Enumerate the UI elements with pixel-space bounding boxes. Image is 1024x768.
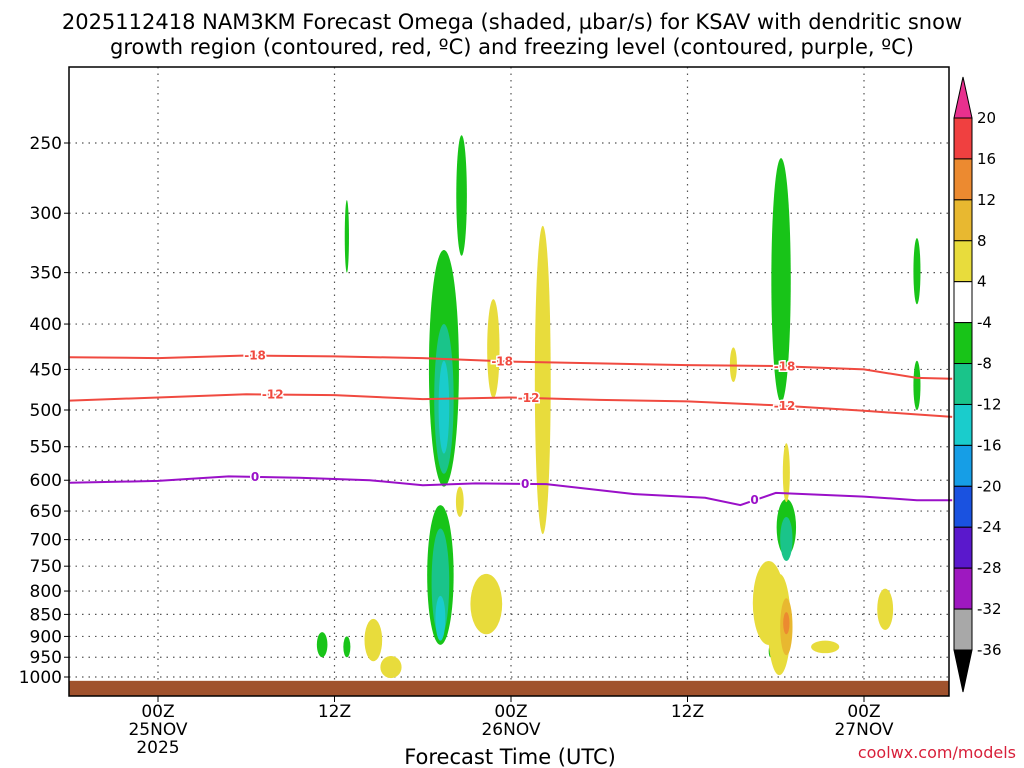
plot-grid: [69, 67, 949, 696]
y-tick-label: 650: [30, 502, 62, 522]
omega-blob: [811, 640, 840, 654]
contour-label--18: -18: [244, 349, 266, 363]
colorbar-label: -20: [977, 477, 1002, 495]
omega-blob: [783, 612, 790, 635]
x-tick-label: 00Z: [141, 702, 174, 722]
colorbar-label: -36: [977, 641, 1002, 659]
omega-blob: [913, 360, 921, 411]
omega-shading: [316, 135, 921, 679]
omega-blob: [455, 486, 464, 517]
colorbar-label: -28: [977, 559, 1002, 577]
contour-label--18: -18: [491, 354, 513, 368]
y-tick-label: 500: [30, 401, 62, 421]
colorbar-segment: [953, 526, 973, 569]
colorbar-segment: [953, 281, 973, 324]
y-tick-label: 450: [30, 360, 62, 380]
y-tick-label: 750: [30, 557, 62, 577]
contour-label-0: 0: [251, 470, 259, 484]
colorbar-label: -8: [977, 355, 992, 373]
plot-frame: [68, 66, 950, 697]
omega-blob: [364, 618, 383, 662]
y-tick-label: 900: [30, 627, 62, 647]
y-tick-label: 950: [30, 648, 62, 668]
colorbar-segment: [953, 158, 973, 201]
omega-blob: [877, 588, 894, 630]
omega-blob: [470, 573, 503, 635]
y-tick-label: 250: [30, 134, 62, 154]
omega-blob: [487, 299, 500, 399]
contour-label--12: -12: [262, 388, 284, 402]
colorbar-label: -24: [977, 518, 1002, 536]
x-tick-label: 00Z: [494, 702, 527, 722]
x-tick-label: 2025: [136, 738, 179, 758]
x-axis-label: Forecast Time (UTC): [404, 745, 616, 768]
contour-label--12: -12: [518, 391, 540, 405]
y-axis-ticks: 2503003504004505005506006507007508008509…: [19, 134, 69, 688]
colorbar-label: -32: [977, 600, 1002, 618]
y-tick-label: 300: [30, 204, 62, 224]
omega-blob: [380, 656, 402, 679]
contour-label-0: 0: [521, 477, 529, 491]
colorbar-segment: [953, 403, 973, 446]
colorbar-label: -16: [977, 436, 1002, 454]
omega-blob: [435, 595, 446, 641]
colorbar-label: -12: [977, 395, 1002, 413]
colorbar-label: 12: [977, 191, 996, 209]
contour-lines: -18 -18 -18 -12 -12 -12 0 0 0: [69, 347, 953, 509]
contour-line-0: [69, 475, 953, 507]
contour-line--12: [69, 393, 953, 418]
credit-text: coolwx.com/models: [858, 743, 1016, 762]
omega-blob: [782, 443, 790, 503]
colorbar-label: 4: [977, 273, 987, 291]
colorbar-segment: [953, 567, 973, 610]
omega-blob: [534, 225, 551, 535]
colorbar-label: -4: [977, 314, 992, 332]
y-tick-label: 850: [30, 605, 62, 625]
y-tick-label: 350: [30, 264, 62, 284]
y-tick-label: 550: [30, 438, 62, 458]
colorbar-segment: [953, 363, 973, 405]
colorbar-bottom-triangle: [953, 649, 973, 693]
y-tick-label: 800: [30, 582, 62, 602]
y-tick-label: 1000: [19, 668, 62, 688]
colorbar-segment: [953, 322, 973, 365]
contour-label--18: -18: [774, 359, 796, 373]
contour-line--18: [69, 354, 953, 380]
omega-blob: [344, 200, 349, 273]
omega-blob: [438, 360, 450, 454]
y-tick-label: 400: [30, 315, 62, 335]
colorbar: 20 16 12 8 4 -4 -8 -12 -16 -20 -24 -28 -32 -36: [953, 76, 1002, 693]
omega-blob: [771, 158, 791, 403]
colorbar-label: 8: [977, 232, 987, 250]
omega-blob: [913, 238, 921, 305]
colorbar-top-triangle: [953, 76, 973, 119]
x-tick-label: 26NOV: [481, 720, 540, 740]
x-tick-label: 12Z: [318, 702, 351, 722]
contour-label--12: -12: [774, 399, 796, 413]
colorbar-segment: [953, 485, 973, 528]
colorbar-segment: [953, 444, 973, 487]
chart-title-line1: 2025112418 NAM3KM Forecast Omega (shaded…: [62, 10, 962, 34]
x-tick-label: 27NOV: [834, 720, 893, 740]
colorbar-label: 20: [977, 109, 996, 127]
omega-blob: [456, 135, 467, 256]
y-tick-label: 700: [30, 531, 62, 551]
ground-band: [69, 680, 949, 696]
y-tick-label: 600: [30, 471, 62, 491]
omega-blob: [316, 632, 328, 658]
colorbar-segment: [953, 240, 973, 283]
chart-title-line2: growth region (contoured, red, ºC) and f…: [110, 35, 914, 59]
x-tick-label: 12Z: [671, 702, 704, 722]
colorbar-segment: [953, 117, 973, 160]
omega-blob: [780, 516, 793, 562]
contour-label-0: 0: [750, 493, 758, 507]
colorbar-label: 16: [977, 150, 996, 168]
colorbar-segment: [953, 608, 973, 651]
colorbar-segment: [953, 199, 973, 242]
x-tick-label: 00Z: [847, 702, 880, 722]
x-tick-label: 25NOV: [128, 720, 187, 740]
omega-blob: [343, 636, 351, 658]
